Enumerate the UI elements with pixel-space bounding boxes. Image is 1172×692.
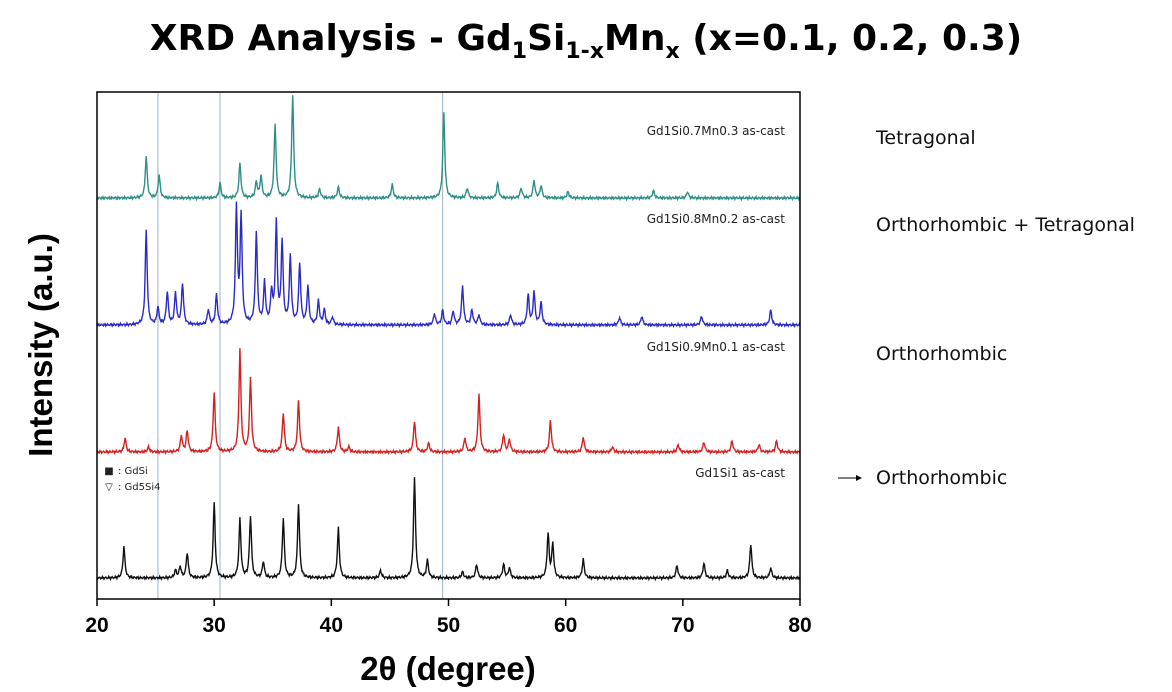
- trace-label-1: Gd1Si0.8Mn0.2 as-cast: [647, 212, 786, 226]
- phase-arrow: [838, 475, 862, 481]
- y-axis-label: Intensity (a.u.): [22, 233, 59, 457]
- legend-marker-1: ▽: [105, 482, 113, 493]
- x-tick-label-70: 70: [671, 614, 694, 637]
- trace-3: [96, 477, 801, 582]
- legend-label-0: : GdSi: [118, 466, 148, 477]
- x-tick-label-20: 20: [85, 614, 108, 637]
- trace-labels: Gd1Si0.7Mn0.3 as-cast Gd1Si0.8Mn0.2 as-ca…: [647, 124, 786, 480]
- x-tick-label-30: 30: [202, 614, 225, 637]
- x-axis-ticks: 20 30 40 50 60 70 80: [85, 599, 812, 637]
- trace-1: [96, 201, 801, 329]
- trace-label-3: Gd1Si1 as-cast: [695, 466, 785, 480]
- reference-lines: [157, 92, 444, 599]
- x-axis-label: 2θ (degree): [360, 650, 536, 687]
- trace-label-2: Gd1Si0.9Mn0.1 as-cast: [647, 340, 786, 354]
- legend: ■ : GdSi ▽ : Gd5Si4: [104, 466, 160, 493]
- x-tick-label-50: 50: [437, 614, 460, 637]
- x-tick-label-80: 80: [788, 614, 811, 637]
- phase-label-tetragonal: Tetragonal: [876, 127, 976, 149]
- trace-2: [96, 348, 801, 456]
- phase-label-ortho-tetragonal: Orthorhombic + Tetragonal: [876, 214, 1135, 236]
- x-tick-label-60: 60: [554, 614, 577, 637]
- xrd-traces: [96, 95, 801, 582]
- legend-marker-0: ■: [104, 466, 113, 477]
- x-tick-label-40: 40: [320, 614, 343, 637]
- chart-title: XRD Analysis - Gd1Si1-xMnx (x=0.1, 0.2, …: [149, 18, 1023, 64]
- legend-label-1: : Gd5Si4: [118, 482, 161, 493]
- trace-label-0: Gd1Si0.7Mn0.3 as-cast: [647, 124, 786, 138]
- phase-label-orthorhombic-2: Orthorhombic: [876, 467, 1008, 489]
- phase-label-orthorhombic-1: Orthorhombic: [876, 343, 1008, 365]
- trace-0: [96, 95, 801, 202]
